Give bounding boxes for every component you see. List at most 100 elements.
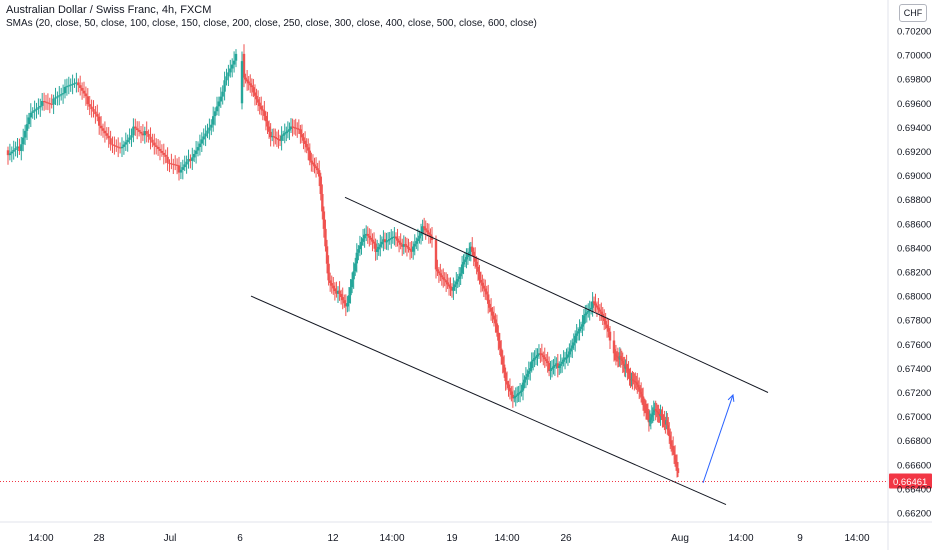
candle-body[interactable] [292, 127, 296, 129]
candle-body[interactable] [375, 249, 379, 252]
candle-body[interactable] [156, 146, 160, 149]
candle-body[interactable] [510, 391, 513, 395]
candle-body[interactable] [179, 169, 183, 173]
candle-body[interactable] [20, 144, 23, 151]
candle-body[interactable] [459, 273, 462, 277]
candle-body[interactable] [673, 454, 677, 460]
candle-body[interactable] [405, 245, 409, 248]
candle-body[interactable] [578, 328, 581, 332]
candle-body[interactable] [128, 137, 131, 140]
candle-body[interactable] [676, 468, 680, 474]
candle-body[interactable] [631, 379, 634, 381]
candle-body[interactable] [115, 145, 118, 147]
candle-body[interactable] [264, 115, 268, 122]
candle-body[interactable] [141, 133, 145, 136]
candle-body[interactable] [250, 85, 254, 88]
candle-body[interactable] [217, 101, 221, 107]
candle-body[interactable] [120, 146, 124, 149]
candle-body[interactable] [537, 353, 541, 355]
candle-body[interactable] [500, 348, 503, 357]
candle-body[interactable] [79, 85, 82, 88]
candle-body[interactable] [346, 303, 349, 307]
candle-body[interactable] [60, 94, 63, 96]
candle-body[interactable] [502, 364, 506, 373]
candle-body[interactable] [601, 313, 604, 318]
candle-body[interactable] [641, 396, 645, 405]
candle-body[interactable] [96, 114, 99, 117]
candle-body[interactable] [174, 164, 177, 166]
candle-body[interactable] [196, 147, 200, 151]
candle-body[interactable] [504, 372, 507, 382]
candle-body[interactable] [481, 282, 484, 286]
candle-body[interactable] [549, 369, 552, 371]
candle-body[interactable] [492, 315, 496, 320]
candle-body[interactable] [232, 60, 236, 65]
candle-body[interactable] [111, 144, 114, 146]
candle-body[interactable] [281, 134, 285, 136]
candle-body[interactable] [555, 363, 558, 365]
candle-body[interactable] [434, 240, 438, 270]
candle-body[interactable] [170, 163, 173, 165]
candle-body[interactable] [650, 414, 654, 418]
candle-body[interactable] [56, 96, 59, 98]
candle-body[interactable] [614, 354, 618, 356]
candle-body[interactable] [225, 76, 228, 81]
candle-body[interactable] [462, 261, 465, 265]
candle-body[interactable] [234, 53, 238, 61]
candle-body[interactable] [126, 139, 129, 143]
candle-body[interactable] [358, 245, 362, 250]
candle-body[interactable] [16, 146, 19, 149]
candle-body[interactable] [645, 410, 649, 413]
candle-body[interactable] [339, 293, 343, 298]
candle-body[interactable] [336, 290, 340, 294]
candle-body[interactable] [215, 106, 219, 112]
candle-body[interactable] [562, 359, 565, 362]
candle-body[interactable] [136, 128, 139, 131]
candle-body[interactable] [164, 154, 167, 157]
candle-body[interactable] [482, 285, 486, 289]
candle-body[interactable] [272, 136, 275, 138]
candle-body[interactable] [151, 139, 154, 143]
candle-body[interactable] [310, 160, 313, 163]
candle-body[interactable] [240, 61, 244, 104]
candle-body[interactable] [556, 363, 559, 369]
candle-body[interactable] [48, 103, 51, 105]
candle-body[interactable] [529, 368, 532, 371]
candle-body[interactable] [313, 164, 316, 167]
candle-body[interactable] [587, 310, 590, 313]
candle-body[interactable] [99, 125, 103, 129]
candle-body[interactable] [666, 420, 669, 426]
candle-body[interactable] [354, 263, 357, 272]
candle-body[interactable] [69, 84, 72, 86]
candle-body[interactable] [553, 364, 557, 367]
candle-body[interactable] [155, 145, 158, 147]
candle-body[interactable] [344, 303, 348, 307]
candle-body[interactable] [619, 355, 622, 359]
candle-body[interactable] [419, 232, 423, 236]
candle-body[interactable] [343, 300, 346, 304]
candle-body[interactable] [101, 128, 105, 131]
candle-body[interactable] [10, 151, 13, 154]
candle-body[interactable] [117, 146, 120, 148]
candle-body[interactable] [132, 126, 135, 136]
candle-body[interactable] [523, 379, 526, 383]
candle-body[interactable] [50, 103, 53, 105]
candle-body[interactable] [223, 80, 226, 92]
candle-body[interactable] [657, 413, 660, 415]
candle-body[interactable] [436, 269, 439, 272]
candle-body[interactable] [646, 412, 650, 415]
candle-body[interactable] [621, 361, 624, 364]
candle-body[interactable] [98, 116, 101, 126]
candle-body[interactable] [25, 124, 29, 131]
candle-body[interactable] [6, 150, 10, 156]
candle-body[interactable] [429, 234, 432, 237]
candle-body[interactable] [260, 106, 263, 110]
candle-body[interactable] [22, 137, 25, 145]
candle-body[interactable] [107, 135, 110, 139]
candle-body[interactable] [86, 96, 89, 105]
candle-body[interactable] [42, 101, 46, 103]
candle-body[interactable] [498, 340, 501, 349]
candle-body[interactable] [450, 288, 454, 291]
candle-body[interactable] [404, 244, 407, 246]
candle-body[interactable] [253, 92, 257, 96]
